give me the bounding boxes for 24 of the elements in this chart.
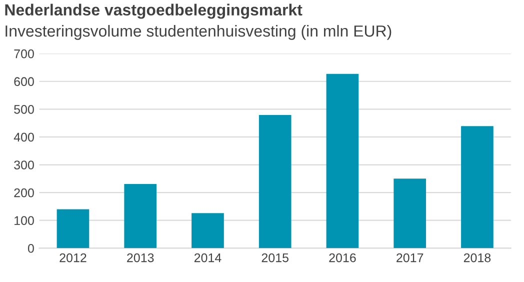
x-tick-label: 2016 <box>329 253 356 262</box>
bar <box>461 126 494 248</box>
bar <box>258 115 292 248</box>
x-tick-label: 2015 <box>262 253 288 262</box>
y-tick-label: 100 <box>14 216 34 226</box>
bar <box>56 209 90 248</box>
x-tick-label: 2018 <box>464 253 491 262</box>
x-tick-label: 2017 <box>396 253 424 262</box>
chart-title: Nederlandse vastgoedbeleggingsmarkt <box>5 4 302 19</box>
x-tick-label: 2014 <box>194 253 222 262</box>
y-tick-label: 400 <box>14 132 34 142</box>
y-tick-label: 700 <box>14 49 34 58</box>
chart-subtitle: Investeringsvolume studentenhuisvesting (in mln EUR) <box>6 24 392 40</box>
bar <box>394 178 426 248</box>
bar <box>326 74 359 248</box>
y-tick-label: 300 <box>14 160 34 170</box>
bar <box>192 213 224 248</box>
y-tick-label: 600 <box>14 77 34 86</box>
bar <box>124 184 157 248</box>
y-tick-label: 200 <box>14 188 34 198</box>
x-tick-label: 2012 <box>60 253 86 262</box>
y-tick-label: 500 <box>14 104 34 114</box>
y-tick-label: 0 <box>28 244 34 253</box>
x-tick-label: 2013 <box>127 253 154 262</box>
